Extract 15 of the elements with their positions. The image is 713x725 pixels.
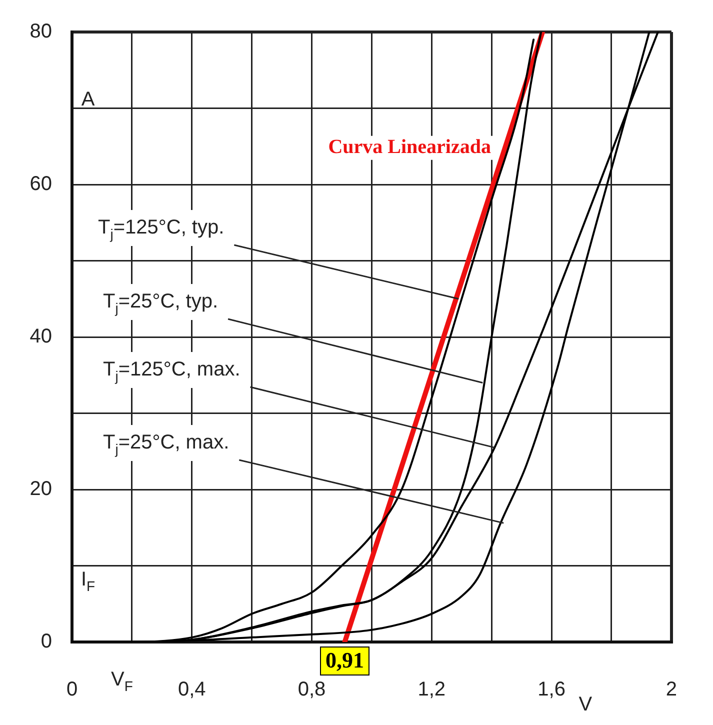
series-label: Curva Linearizada [328, 136, 491, 158]
y-tick-label: 60 [30, 173, 52, 196]
annotation: 0,91 [325, 648, 364, 673]
x-tick-label: 0,8 [298, 678, 326, 701]
x-tick-label: 2 [666, 678, 677, 701]
y-tick-label: 80 [30, 20, 52, 43]
y-tick-label: 0 [40, 630, 52, 653]
x-tick-label: 1,6 [538, 678, 566, 701]
x-tick-label: 1,2 [418, 678, 446, 701]
text: V [578, 694, 593, 716]
y-tick-label: 40 [30, 326, 52, 348]
annotation: A [81, 88, 96, 111]
x-tick-label: 0 [66, 678, 78, 701]
y-tick-label: 20 [30, 478, 52, 500]
x-tick-label: 0,4 [178, 678, 206, 701]
